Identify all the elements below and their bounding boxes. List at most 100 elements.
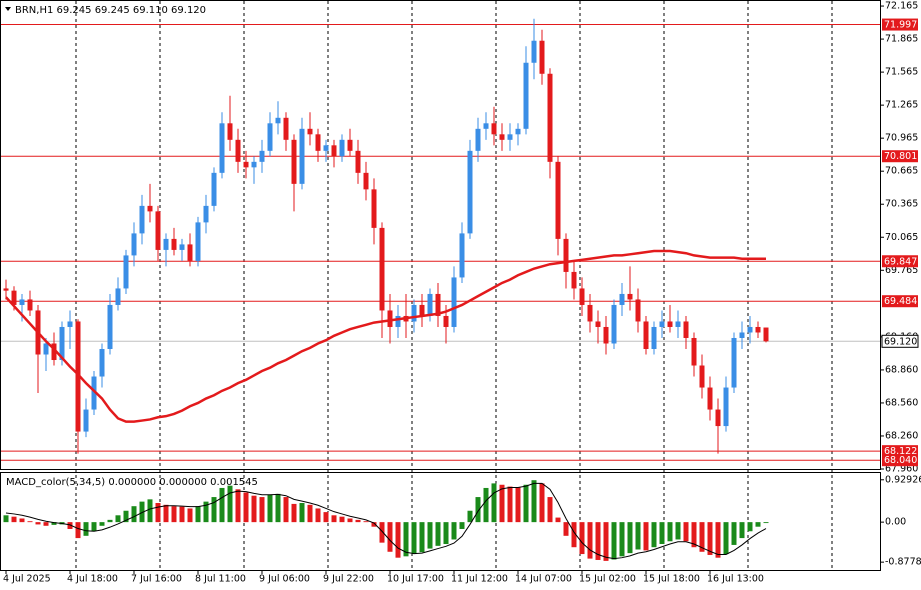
chart-title: BRN,H1 69.245 69.245 69.110 69.120 <box>15 5 206 16</box>
macd-bar <box>35 522 41 525</box>
macd-y-tick-label: 0.00 <box>885 517 906 528</box>
macd-bar <box>451 522 457 540</box>
macd-bar <box>603 522 609 561</box>
macd-bar <box>715 522 721 558</box>
candle-body <box>491 123 497 135</box>
candle-body <box>715 409 721 427</box>
macd-bar <box>483 487 489 523</box>
candle-body <box>579 288 585 305</box>
candle-body <box>499 134 505 140</box>
candle-body <box>307 128 313 135</box>
candle-body <box>187 244 193 261</box>
macd-bar <box>707 522 713 555</box>
macd-bar <box>83 522 89 536</box>
macd-bar <box>323 512 329 523</box>
x-tick-label: 16 Jul 13:00 <box>707 574 764 585</box>
macd-y-tick-label: 0.929263 <box>885 474 921 485</box>
y-tick-label: 70.065 <box>885 232 918 243</box>
macd-bar <box>115 515 121 523</box>
macd-bar <box>243 492 249 523</box>
macd-bar <box>363 521 369 523</box>
macd-bar <box>379 522 385 543</box>
level-label-box <box>882 18 918 31</box>
macd-bar <box>131 506 137 523</box>
macd-bar <box>91 522 97 532</box>
y-tick-label: 68.560 <box>885 397 918 408</box>
macd-bar <box>587 522 593 559</box>
candle-body <box>531 40 537 63</box>
macd-bar <box>67 522 73 529</box>
candle-body <box>443 315 449 327</box>
macd-bar <box>331 515 337 523</box>
macd-bar <box>179 506 185 523</box>
candle-body <box>171 238 177 250</box>
macd-bar <box>747 522 753 532</box>
level-label: 69.484 <box>884 296 917 307</box>
macd-bar <box>171 506 177 523</box>
candle-body <box>227 123 233 140</box>
candle-body <box>219 123 225 173</box>
macd-bar <box>347 518 353 523</box>
candle-body <box>635 299 641 322</box>
y-tick-label: 71.865 <box>885 34 918 45</box>
macd-bar <box>723 522 729 555</box>
candle-body <box>291 139 297 184</box>
macd-bar <box>99 522 105 526</box>
macd-bar <box>739 522 745 539</box>
macd-panel <box>0 472 881 571</box>
candle-body <box>395 315 401 327</box>
candle-body <box>659 321 665 327</box>
macd-bar <box>11 516 17 523</box>
x-tick-label: 8 Jul 11:00 <box>195 574 246 585</box>
y-tick-label: 71.565 <box>885 67 918 78</box>
candle-body <box>435 293 441 316</box>
macd-bar <box>627 522 633 554</box>
level-label-box <box>882 454 918 467</box>
macd-bar <box>763 522 769 524</box>
candle-body <box>755 326 761 333</box>
level-label: 69.847 <box>884 256 917 267</box>
macd-bar <box>435 522 441 546</box>
macd-bar <box>267 494 273 523</box>
candle-body <box>83 409 89 432</box>
candle-body <box>275 117 281 124</box>
candle-body <box>387 310 393 327</box>
candle-body <box>515 128 521 135</box>
level-label-box <box>882 295 918 308</box>
macd-bar <box>459 522 465 529</box>
candle-body <box>43 343 49 355</box>
macd-bar <box>235 489 241 523</box>
candle-body <box>555 161 561 239</box>
macd-bar <box>667 522 673 542</box>
candle-body <box>323 145 329 151</box>
candle-body <box>75 321 81 432</box>
macd-bar <box>691 522 697 548</box>
x-tick-label: 14 Jul 07:00 <box>515 574 572 585</box>
x-tick-label: 11 Jul 12:00 <box>451 574 508 585</box>
candle-body <box>507 134 513 140</box>
candle-body <box>27 299 33 311</box>
menu-arrow[interactable] <box>5 7 11 11</box>
candle-body <box>347 139 353 151</box>
candle-body <box>259 150 265 162</box>
macd-bar <box>411 522 417 555</box>
macd-bar <box>395 522 401 558</box>
candle-body <box>739 332 745 338</box>
y-tick-label: 69.765 <box>885 265 918 276</box>
x-tick-label: 10 Jul 17:00 <box>387 574 444 585</box>
candle-body <box>467 150 473 234</box>
macd-bar <box>227 485 233 523</box>
x-tick-label: 4 Jul 18:00 <box>67 574 118 585</box>
macd-bar <box>563 522 569 536</box>
macd-bar <box>515 487 521 523</box>
candle-body <box>691 337 697 366</box>
macd-bar <box>443 522 449 545</box>
y-tick-label: 70.965 <box>885 133 918 144</box>
x-tick-label: 9 Jul 06:00 <box>259 574 310 585</box>
candle-body <box>283 117 289 140</box>
macd-bar <box>147 499 153 523</box>
y-tick-label: 68.260 <box>885 430 918 441</box>
macd-bar <box>467 510 473 523</box>
candle-body <box>91 376 97 410</box>
macd-bar <box>635 522 641 550</box>
